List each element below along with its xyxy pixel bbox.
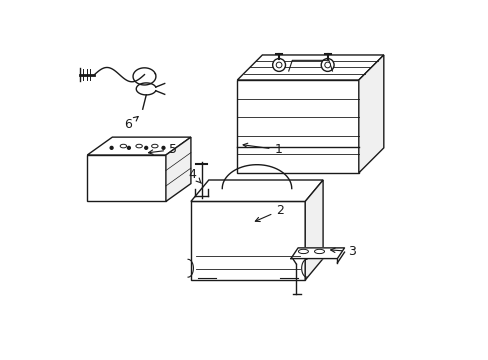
Circle shape	[162, 147, 164, 149]
Polygon shape	[190, 180, 323, 202]
Text: 6: 6	[124, 117, 138, 131]
Polygon shape	[87, 155, 165, 202]
Text: 1: 1	[243, 143, 282, 156]
Circle shape	[110, 147, 113, 149]
Circle shape	[321, 59, 333, 71]
Polygon shape	[237, 55, 383, 80]
Polygon shape	[290, 248, 344, 258]
Polygon shape	[237, 80, 358, 173]
Polygon shape	[190, 202, 305, 280]
Circle shape	[144, 147, 147, 149]
Polygon shape	[358, 55, 383, 173]
Text: 4: 4	[188, 168, 201, 183]
Circle shape	[127, 147, 130, 149]
Polygon shape	[165, 137, 190, 202]
Circle shape	[276, 62, 282, 68]
Circle shape	[272, 59, 285, 71]
Text: 2: 2	[255, 204, 284, 221]
Text: 3: 3	[330, 245, 355, 258]
Polygon shape	[87, 137, 190, 155]
Text: 5: 5	[148, 143, 177, 156]
Polygon shape	[305, 180, 323, 280]
Circle shape	[324, 62, 330, 68]
